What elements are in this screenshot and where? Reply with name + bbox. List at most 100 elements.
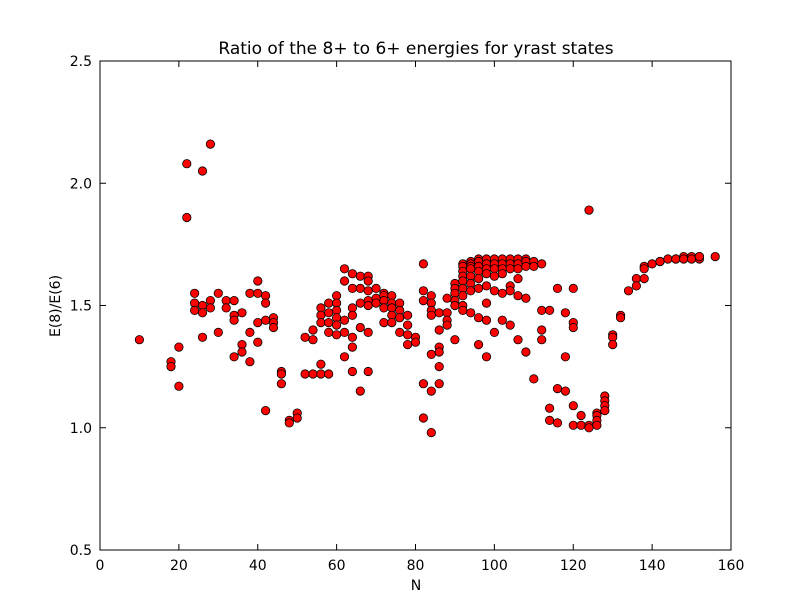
data-points <box>134 139 720 438</box>
data-point <box>631 281 642 291</box>
data-point <box>213 288 223 298</box>
x-tick-label: 40 <box>249 558 267 574</box>
data-point <box>379 303 389 313</box>
x-tick-label: 0 <box>96 558 105 574</box>
data-point <box>253 317 263 328</box>
data-point <box>324 317 334 328</box>
data-point <box>450 300 460 311</box>
y-tick-label: 1.0 <box>70 421 92 437</box>
data-point <box>347 269 357 279</box>
data-point <box>237 308 247 318</box>
data-point <box>190 305 200 315</box>
data-point <box>623 286 634 296</box>
data-point <box>639 264 649 274</box>
data-point <box>592 420 602 430</box>
data-point <box>395 313 405 323</box>
data-point <box>560 308 571 318</box>
data-point <box>505 264 515 274</box>
data-point <box>434 347 444 357</box>
x-tick-label: 120 <box>560 558 587 574</box>
data-point <box>229 315 239 325</box>
data-point <box>355 386 365 396</box>
data-point <box>466 286 476 296</box>
data-point <box>489 327 499 337</box>
data-point <box>253 288 263 298</box>
data-point <box>229 295 239 306</box>
data-point <box>347 342 357 352</box>
data-point <box>363 276 373 286</box>
data-point <box>379 317 389 328</box>
data-point <box>260 405 271 416</box>
data-point <box>418 259 428 269</box>
data-point <box>552 283 563 293</box>
data-point <box>521 293 531 303</box>
data-point <box>473 273 484 284</box>
data-point <box>213 327 223 337</box>
data-point <box>339 352 350 362</box>
data-point <box>316 359 326 369</box>
data-point <box>371 298 381 308</box>
data-point <box>197 308 208 318</box>
data-point <box>513 335 523 345</box>
data-point <box>292 413 302 423</box>
data-point <box>544 403 555 413</box>
data-point <box>339 264 350 274</box>
data-point <box>316 317 326 328</box>
data-point <box>489 286 499 296</box>
data-point <box>521 261 531 271</box>
x-tick-label: 20 <box>170 558 188 574</box>
data-point <box>308 325 318 335</box>
data-point <box>458 291 468 301</box>
data-point <box>166 361 176 372</box>
x-tick-label: 80 <box>407 558 425 574</box>
data-point <box>134 335 144 345</box>
data-point <box>363 327 373 337</box>
data-point <box>418 295 428 306</box>
data-point <box>497 315 507 325</box>
data-point <box>276 369 286 379</box>
x-tick-label: 160 <box>718 558 745 574</box>
data-point <box>355 298 365 308</box>
data-point <box>402 310 413 320</box>
data-point <box>276 379 286 389</box>
data-point <box>537 259 547 269</box>
data-point <box>245 357 255 367</box>
data-point <box>402 320 413 330</box>
data-point <box>529 374 539 384</box>
data-point <box>205 303 215 313</box>
data-point <box>568 420 578 430</box>
data-point <box>339 315 350 325</box>
data-point <box>513 273 523 284</box>
data-point <box>434 379 444 389</box>
data-point <box>466 308 476 318</box>
data-point <box>371 283 381 293</box>
y-axis-label: E(8)/E(6) <box>48 275 64 337</box>
data-point <box>600 405 610 416</box>
data-point <box>544 415 555 425</box>
data-point <box>347 332 357 342</box>
data-point <box>434 308 444 318</box>
data-point <box>402 330 413 340</box>
data-point <box>221 303 231 313</box>
data-point <box>671 254 681 264</box>
data-point <box>355 283 365 293</box>
data-point <box>268 322 279 333</box>
data-point <box>190 288 200 298</box>
data-point <box>331 330 342 340</box>
x-tick-label: 140 <box>639 558 666 574</box>
data-point <box>418 413 428 423</box>
data-point <box>584 423 594 433</box>
data-point <box>663 254 673 264</box>
data-point <box>576 420 586 430</box>
data-point <box>324 327 334 337</box>
data-point <box>174 342 184 352</box>
data-point <box>174 381 184 391</box>
data-point <box>245 288 255 298</box>
x-axis-label: N <box>411 578 421 594</box>
data-point <box>513 264 523 274</box>
data-point <box>339 327 350 337</box>
x-tick-label: 60 <box>328 558 346 574</box>
data-point <box>363 300 373 311</box>
data-point <box>481 315 492 325</box>
data-point <box>426 349 436 359</box>
